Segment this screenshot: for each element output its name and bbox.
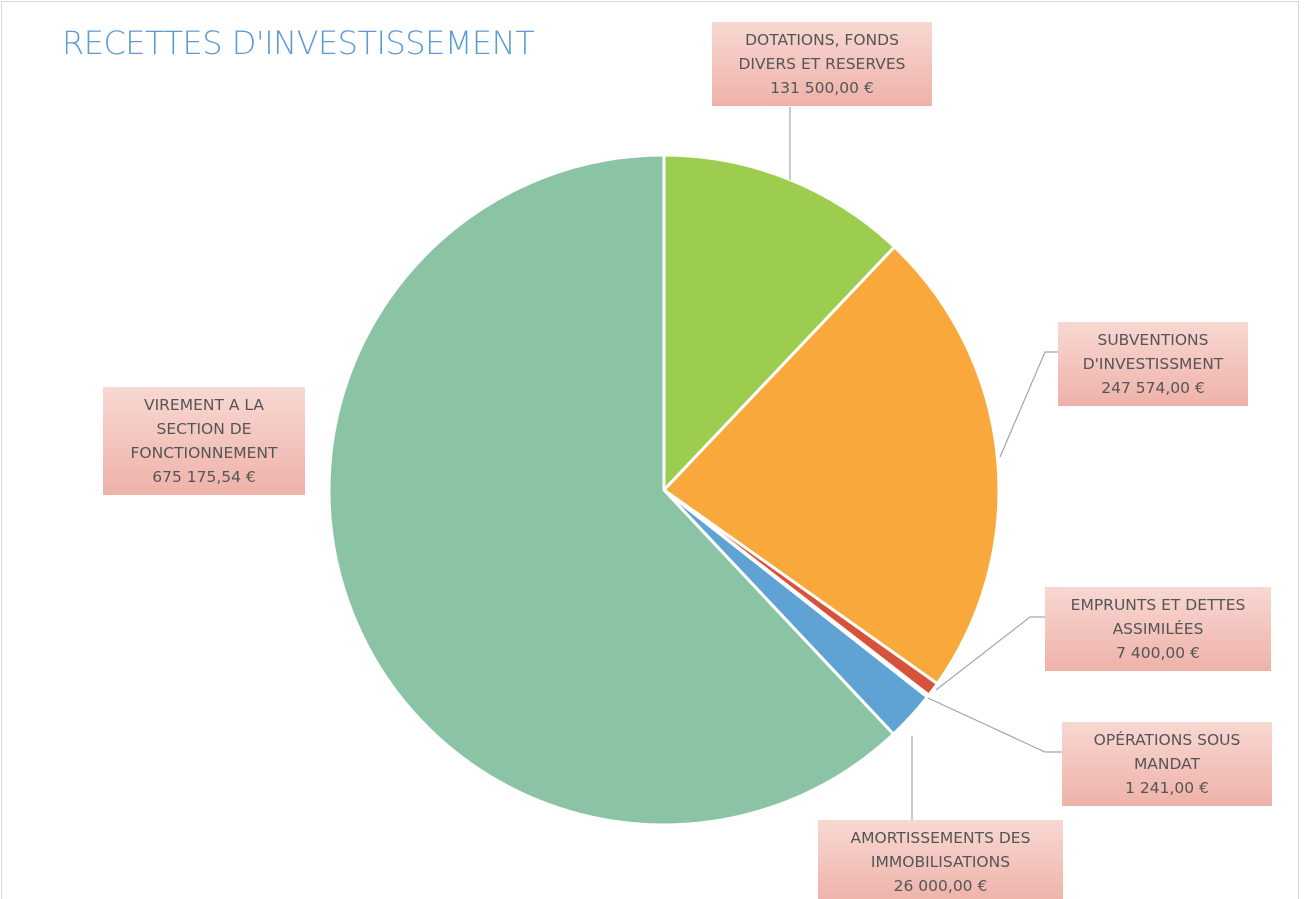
label-value: 1 241,00 €: [1125, 779, 1209, 797]
data-label: EMPRUNTS ET DETTES ASSIMILÉES 7 400,00 €: [1045, 587, 1271, 671]
label-value: 7 400,00 €: [1116, 644, 1200, 662]
label-value: 675 175,54 €: [152, 468, 256, 486]
data-label: OPÉRATIONS SOUS MANDAT 1 241,00 €: [1062, 722, 1272, 806]
leader-line: [935, 616, 1045, 691]
pie-slice: [662, 153, 896, 492]
data-label: DOTATIONS, FONDS DIVERS ET RESERVES 131 5…: [712, 22, 932, 106]
label-category: EMPRUNTS ET DETTES ASSIMILÉES: [1070, 596, 1246, 638]
leader-line: [999, 351, 1058, 458]
pie-slice: [327, 153, 895, 827]
label-value: 247 574,00 €: [1101, 379, 1205, 397]
data-label: VIREMENT A LA SECTION DE FONCTIONNEMENT 6…: [103, 387, 305, 495]
label-value: 131 500,00 €: [770, 79, 874, 97]
label-category: VIREMENT A LA SECTION DE FONCTIONNEMENT: [130, 396, 278, 462]
label-category: SUBVENTIONS D'INVESTISSMENT: [1082, 331, 1224, 373]
label-value: 26 000,00 €: [893, 877, 988, 895]
label-category: DOTATIONS, FONDS DIVERS ET RESERVES: [738, 31, 906, 73]
label-category: AMORTISSEMENTS DES IMMOBILISATIONS: [850, 829, 1031, 871]
pie-slice: [662, 245, 1001, 686]
data-label: AMORTISSEMENTS DES IMMOBILISATIONS 26 000…: [818, 820, 1063, 899]
data-label: SUBVENTIONS D'INVESTISSMENT 247 574,00 €: [1058, 322, 1248, 406]
leader-line: [927, 697, 1062, 753]
label-category: OPÉRATIONS SOUS MANDAT: [1093, 731, 1241, 773]
chart-title: RECETTES D'INVESTISSEMENT: [62, 24, 535, 62]
